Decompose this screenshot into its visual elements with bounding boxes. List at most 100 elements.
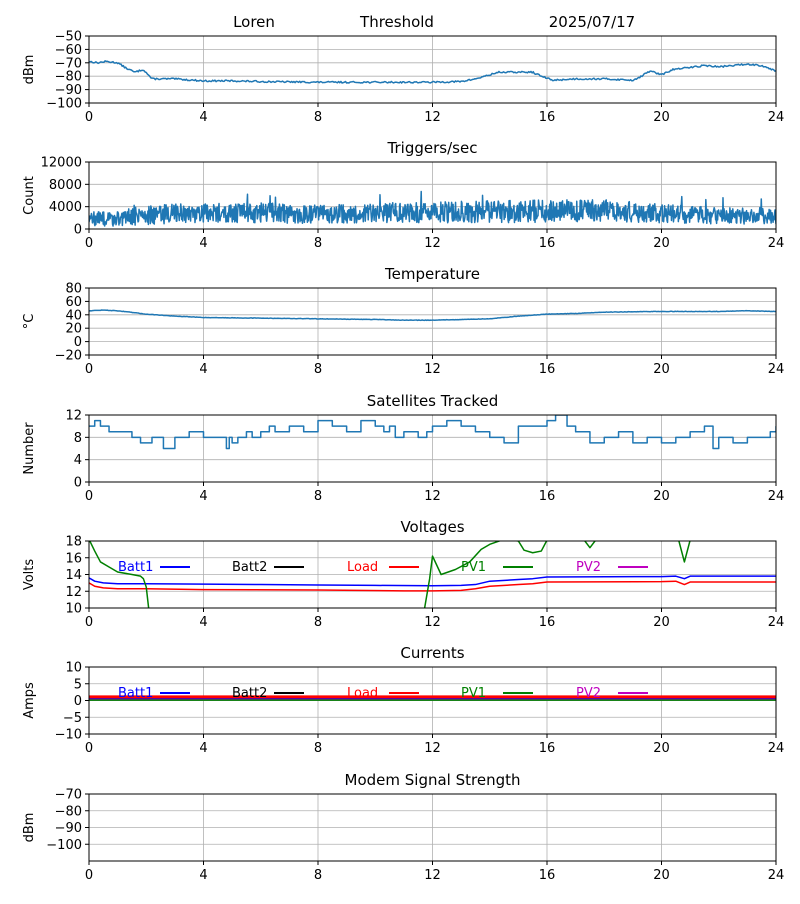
- x-tick-label: 8: [314, 615, 322, 630]
- legend-label: Load: [347, 560, 378, 575]
- y-tick-label: −5: [63, 711, 82, 726]
- y-tick-label: 60: [65, 295, 82, 310]
- x-tick-label: 16: [539, 741, 556, 756]
- y-tick-label: −90: [55, 821, 82, 836]
- x-tick-label: 4: [199, 362, 207, 377]
- series-line-pv1-2: [583, 541, 596, 549]
- x-tick-label: 4: [199, 615, 207, 630]
- y-tick-label: 10: [65, 602, 82, 617]
- plot-area: [89, 541, 776, 608]
- plot-area: [89, 60, 776, 84]
- x-tick-label: 24: [768, 110, 785, 125]
- y-tick-label: 20: [65, 322, 82, 337]
- legend-label: Batt2: [232, 560, 267, 575]
- x-tick-label: 4: [199, 741, 207, 756]
- y-tick-label: 0: [74, 476, 82, 491]
- y-tick-label: 0: [74, 223, 82, 238]
- y-tick-label: 5: [74, 677, 82, 692]
- panel-satellites: 0 4 8 12 16 20 24 0 4 8 12 Satellites Tracked Number: [22, 392, 784, 504]
- x-tick-label: 8: [314, 489, 322, 504]
- header-station: Loren: [233, 13, 275, 31]
- x-tick-label: 16: [539, 110, 556, 125]
- x-tick-label: 16: [539, 615, 556, 630]
- panel-title: Voltages: [400, 518, 464, 536]
- x-tick-label: 12: [424, 362, 441, 377]
- x-tick-label: 4: [199, 489, 207, 504]
- y-axis-label: Count: [22, 176, 37, 215]
- x-tick-label: 24: [768, 236, 785, 251]
- y-axis-label: Volts: [22, 559, 37, 591]
- y-tick-label: −70: [55, 56, 82, 71]
- panel-modem: 0 4 8 12 16 20 24 −100 −90 −80−70 Modem Signal Str…: [22, 771, 784, 883]
- x-tick-label: 20: [653, 362, 670, 377]
- x-tick-label: 12: [424, 741, 441, 756]
- legend-label: PV2: [576, 560, 601, 575]
- x-tick-label: 24: [768, 741, 785, 756]
- y-tick-label: −100: [46, 838, 82, 853]
- y-tick-label: −90: [55, 83, 82, 98]
- panel-title: Modem Signal Strength: [345, 771, 521, 789]
- legend-label: PV1: [461, 560, 486, 575]
- series-line-pv1-1: [423, 541, 548, 608]
- x-tick-label: 0: [85, 741, 93, 756]
- x-tick-label: 20: [653, 236, 670, 251]
- legend-label: Batt1: [118, 560, 153, 575]
- series-line-triggers: [89, 190, 776, 227]
- series-line-pv1-3: [678, 541, 691, 563]
- series-line-satellites: [89, 415, 776, 450]
- plot-area: [89, 415, 776, 450]
- plot-area: [89, 190, 776, 227]
- y-tick-label: 80: [65, 282, 82, 297]
- header-date: 2025/07/17: [549, 13, 635, 31]
- x-tick-label: 12: [424, 110, 441, 125]
- x-tick-label: 8: [314, 110, 322, 125]
- series-line-load: [89, 580, 776, 592]
- plot-area: [89, 695, 776, 701]
- y-tick-label: 12: [65, 409, 82, 424]
- x-tick-label: 16: [539, 489, 556, 504]
- y-axis-label: dBm: [22, 55, 37, 85]
- y-tick-label: 12000: [41, 156, 82, 171]
- y-tick-label: 14: [65, 568, 82, 583]
- x-tick-label: 24: [768, 362, 785, 377]
- x-tick-label: 8: [314, 362, 322, 377]
- x-tick-label: 16: [539, 362, 556, 377]
- y-tick-label: 0: [74, 694, 82, 709]
- y-tick-label: −10: [55, 728, 82, 743]
- x-tick-label: 20: [653, 741, 670, 756]
- x-tick-label: 0: [85, 110, 93, 125]
- x-tick-label: 16: [539, 236, 556, 251]
- x-tick-label: 24: [768, 489, 785, 504]
- panel-triggers: 0 4 8 12 16 20 24 0 4000 8000 12000 Triggers/sec Cou…: [22, 139, 784, 251]
- x-tick-label: 12: [424, 489, 441, 504]
- y-tick-label: −60: [55, 43, 82, 58]
- x-tick-label: 20: [653, 489, 670, 504]
- panel-title: Currents: [400, 644, 464, 662]
- legend-label: PV2: [576, 686, 601, 701]
- x-tick-label: 4: [199, 110, 207, 125]
- y-tick-label: −50: [55, 30, 82, 45]
- x-tick-label: 0: [85, 236, 93, 251]
- x-tick-label: 4: [199, 236, 207, 251]
- legend-label: Batt1: [118, 686, 153, 701]
- series-line-temperature: [89, 309, 776, 322]
- legend-label: Batt2: [232, 686, 267, 701]
- x-tick-label: 20: [653, 615, 670, 630]
- y-tick-label: 12: [65, 585, 82, 600]
- y-axis-label: Amps: [22, 682, 37, 719]
- plot-area: [89, 309, 776, 322]
- legend-label: Load: [347, 686, 378, 701]
- y-tick-label: 18: [65, 535, 82, 550]
- x-tick-label: 12: [424, 615, 441, 630]
- y-tick-label: 4000: [49, 200, 82, 215]
- header-mode: Threshold: [359, 13, 434, 31]
- x-tick-label: 24: [768, 615, 785, 630]
- y-tick-label: −80: [55, 804, 82, 819]
- series-line-pv1-0: [89, 541, 150, 608]
- panel-rssi: 0 4 8 12 16 20 24 −100−90−80−70−60−50 dBm: [22, 30, 784, 126]
